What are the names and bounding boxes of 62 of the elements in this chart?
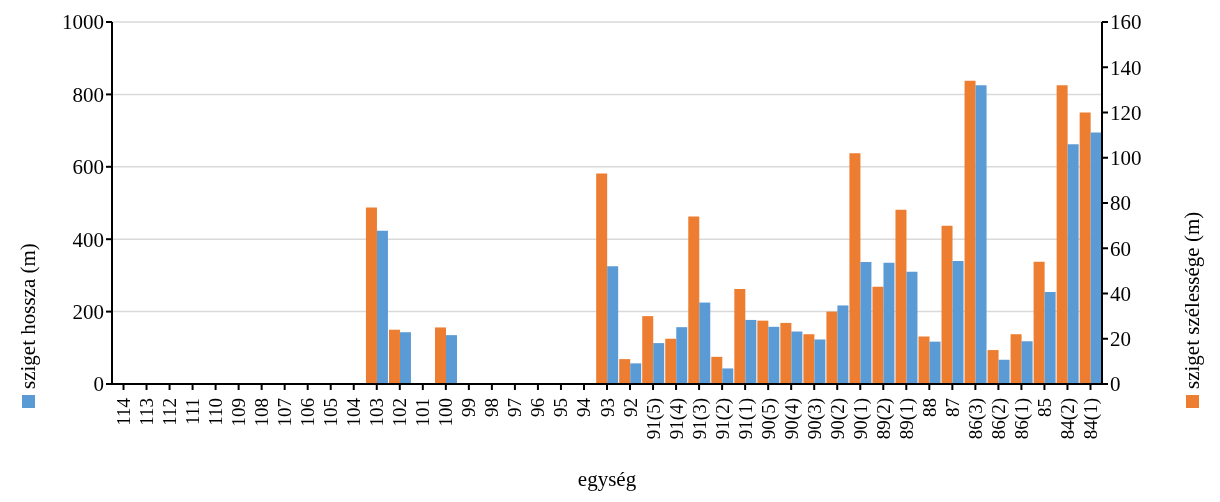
x-tick-label: 89(2) [872, 398, 895, 440]
x-tick-label: 111 [182, 398, 204, 426]
x-tick-label: 95 [550, 398, 572, 417]
x-axis-title: egység [577, 467, 637, 491]
x-tick-label: 91(3) [688, 398, 711, 440]
x-tick-label: 86(3) [964, 398, 987, 440]
x-tick-label: 90(1) [849, 398, 872, 440]
y2-tick-label: 80 [1110, 191, 1131, 216]
x-tick-label: 93 [596, 398, 618, 417]
x-tick-label: 91(2) [711, 398, 734, 440]
x-tick-label: 100 [435, 398, 457, 427]
x-tick-label: 85 [1033, 398, 1055, 417]
x-tick-label: 92 [619, 398, 641, 417]
x-tick-label: 112 [159, 398, 181, 426]
x-tick-label: 90(4) [780, 398, 803, 440]
y-tick-label: 0 [93, 372, 104, 397]
x-tick-label: 98 [481, 398, 503, 417]
y2-tick-label: 20 [1110, 327, 1131, 352]
x-tick-label: 88 [918, 398, 940, 417]
x-tick-label: 84(2) [1056, 398, 1079, 440]
x-tick-label: 84(1) [1079, 398, 1102, 440]
y2-tick-label: 60 [1110, 236, 1131, 261]
x-tick-label: 107 [274, 398, 296, 427]
x-tick-label: 87 [941, 398, 963, 417]
x-tick-label: 99 [458, 398, 480, 417]
x-tick-label: 105 [320, 398, 342, 427]
x-tick-label: 114 [113, 397, 135, 426]
x-tick-label: 104 [343, 397, 365, 427]
x-tick-label: 86(1) [1010, 398, 1033, 440]
y2-tick-label: 160 [1110, 10, 1142, 35]
x-tick-label: 97 [504, 398, 526, 417]
x-tick-label: 90(3) [803, 398, 826, 440]
x-tick-label: 101 [412, 398, 434, 427]
y-tick-label: 800 [72, 82, 104, 107]
y2-tick-label: 40 [1110, 281, 1131, 306]
y2-tick-label: 100 [1110, 146, 1142, 171]
y2-tick-label: 0 [1110, 372, 1121, 397]
x-tick-label: 86(2) [987, 398, 1010, 440]
x-tick-label: 102 [389, 398, 411, 427]
y-tick-label: 1000 [62, 10, 104, 35]
y2-axis-title: sziget szélessége (m) [1180, 211, 1204, 389]
x-tick-label: 109 [228, 398, 250, 427]
x-tick-label: 91(4) [665, 398, 688, 440]
x-tick-label: 89(1) [895, 398, 918, 440]
y2-tick-label: 140 [1110, 55, 1142, 80]
x-tick-label: 90(5) [757, 398, 780, 440]
x-tick-label: 91(5) [642, 398, 665, 440]
x-tick-label: 110 [205, 398, 227, 426]
x-tick-label: 91(1) [734, 398, 757, 440]
x-tick-label: 103 [366, 398, 388, 427]
x-tick-label: 108 [251, 398, 273, 427]
x-tick-label: 113 [136, 398, 158, 426]
x-tick-label: 106 [297, 398, 319, 427]
y2-tick-label: 120 [1110, 100, 1142, 125]
x-tick-label: 90(2) [826, 398, 849, 440]
y-tick-label: 400 [72, 227, 104, 252]
x-tick-label: 94 [573, 397, 595, 417]
bar [688, 216, 700, 384]
y-axis-title: sziget hossza (m) [16, 243, 40, 389]
y-tick-label: 600 [72, 155, 104, 180]
y-tick-label: 200 [72, 300, 104, 325]
x-tick-label: 96 [527, 398, 549, 417]
